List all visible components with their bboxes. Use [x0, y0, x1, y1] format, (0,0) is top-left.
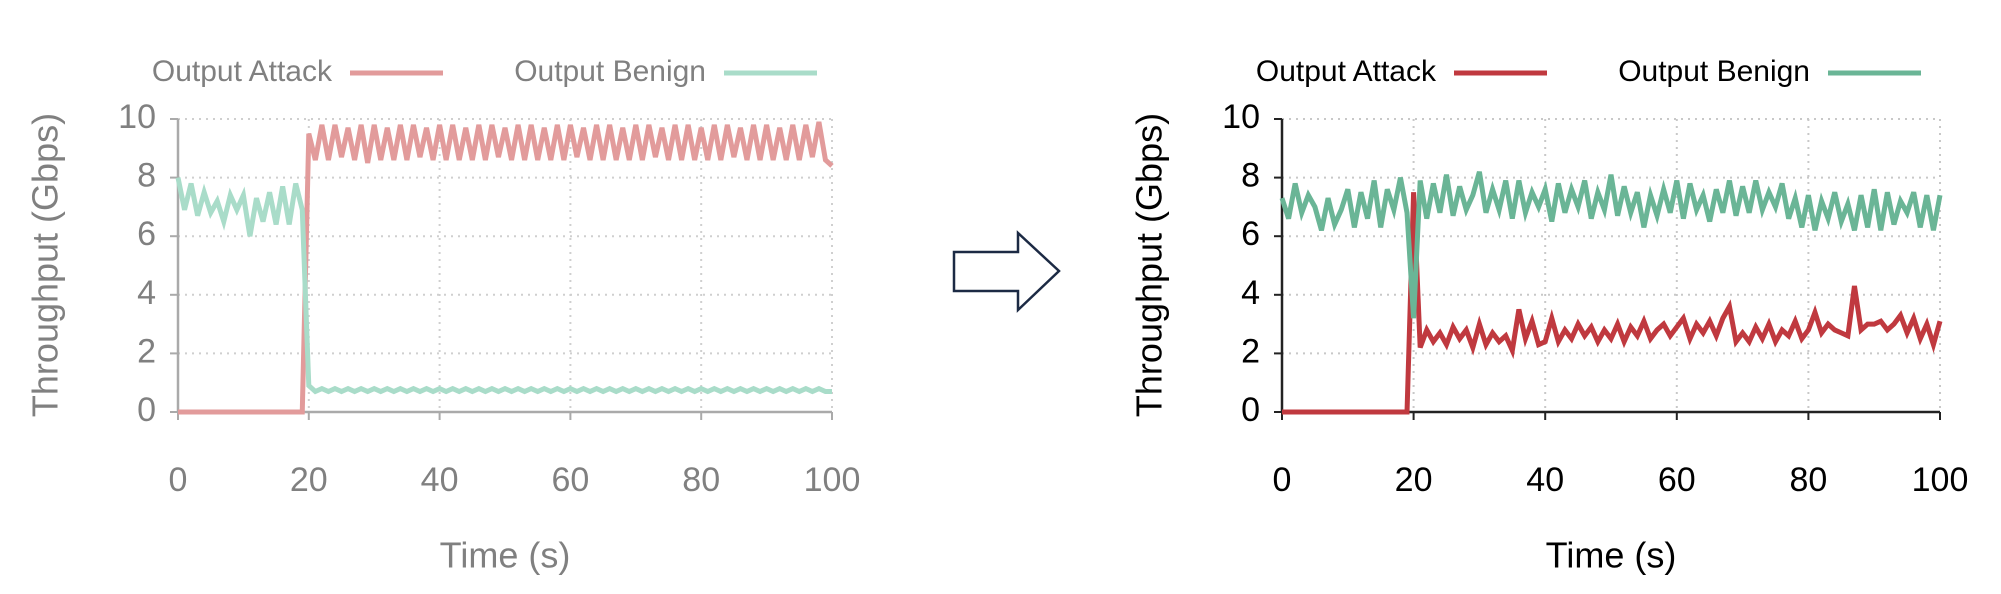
y-tick-label: 6	[137, 215, 156, 253]
y-axis-label: Throughput (Gbps)	[1129, 113, 1170, 417]
x-tick-label: 60	[1658, 461, 1696, 499]
x-tick-label: 40	[421, 461, 459, 499]
series-line	[1282, 192, 1943, 415]
series-line	[1279, 171, 1943, 319]
x-tick-label: 0	[169, 461, 188, 499]
y-tick-label: 2	[137, 332, 156, 370]
x-axis-label: Time (s)	[440, 535, 571, 576]
y-axis-label: Throughput (Gbps)	[25, 113, 66, 417]
y-tick-label: 4	[1241, 274, 1260, 312]
x-tick-label: 60	[551, 461, 589, 499]
y-tick-label: 6	[1241, 215, 1260, 253]
x-tick-label: 100	[1912, 461, 1969, 499]
series-line	[178, 121, 834, 415]
x-tick-label: 80	[682, 461, 720, 499]
arrow	[952, 230, 1061, 313]
y-tick-label: 2	[1241, 332, 1260, 370]
y-tick-label: 8	[137, 157, 156, 195]
y-tick-label: 4	[137, 274, 156, 312]
x-tick-label: 20	[290, 461, 328, 499]
y-tick-label: 0	[1241, 391, 1260, 429]
y-tick-label: 0	[137, 391, 156, 429]
x-tick-label: 0	[1273, 461, 1292, 499]
legend-label: Output Benign	[514, 55, 706, 88]
legend-label: Output Attack	[152, 55, 333, 88]
series-line	[175, 177, 832, 395]
y-tick-label: 10	[1222, 98, 1260, 136]
y-tick-label: 10	[118, 98, 156, 136]
x-tick-label: 20	[1395, 461, 1433, 499]
x-axis-label: Time (s)	[1546, 535, 1677, 576]
legend-label: Output Attack	[1256, 55, 1437, 88]
y-tick-label: 8	[1241, 157, 1260, 195]
x-tick-label: 80	[1789, 461, 1827, 499]
legend-label: Output Benign	[1618, 55, 1810, 88]
x-tick-label: 40	[1526, 461, 1564, 499]
x-tick-label: 100	[804, 461, 861, 499]
